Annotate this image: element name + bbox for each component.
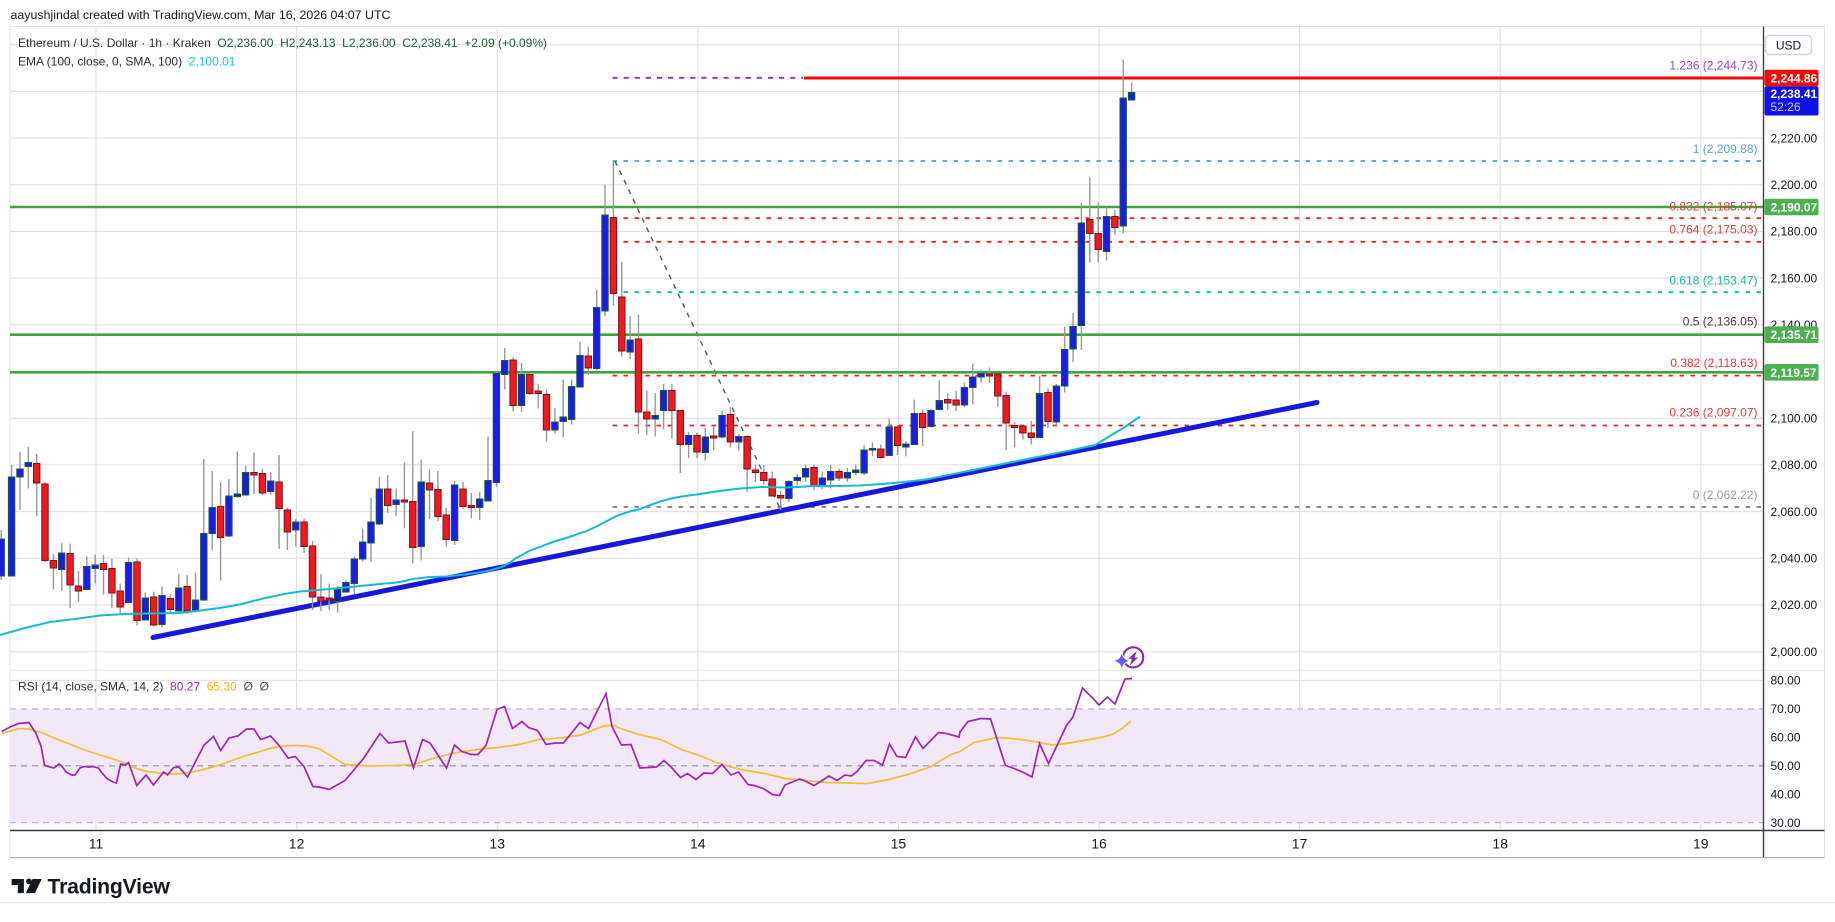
svg-text:2,119.57: 2,119.57: [1771, 366, 1817, 380]
svg-text:52:26: 52:26: [1771, 100, 1801, 114]
svg-text:12: 12: [289, 836, 305, 852]
svg-text:2,180.00: 2,180.00: [1771, 225, 1818, 239]
svg-text:2,020.00: 2,020.00: [1771, 598, 1818, 612]
svg-text:60.00: 60.00: [1771, 731, 1801, 745]
svg-text:2,244.86: 2,244.86: [1771, 72, 1818, 86]
svg-text:0.832 (2,185.07): 0.832 (2,185.07): [1669, 200, 1757, 214]
svg-text:50.00: 50.00: [1771, 759, 1801, 773]
svg-text:1.236 (2,244.73): 1.236 (2,244.73): [1669, 59, 1757, 73]
svg-text:11: 11: [89, 836, 104, 852]
svg-text:2,040.00: 2,040.00: [1771, 552, 1818, 566]
svg-text:2,220.00: 2,220.00: [1771, 131, 1818, 145]
svg-text:2,160.00: 2,160.00: [1771, 271, 1818, 285]
svg-text:16: 16: [1091, 836, 1107, 852]
svg-text:0.382 (2,118.63): 0.382 (2,118.63): [1670, 356, 1757, 370]
svg-text:13: 13: [489, 836, 505, 852]
svg-text:0.764 (2,175.03): 0.764 (2,175.03): [1669, 223, 1757, 237]
svg-text:14: 14: [690, 836, 706, 852]
svg-text:18: 18: [1492, 836, 1508, 852]
svg-text:1 (2,209.88): 1 (2,209.88): [1693, 142, 1758, 156]
svg-text:EMA (100, close, 0, SMA, 100): EMA (100, close, 0, SMA, 100) 2,100.01: [18, 55, 236, 69]
svg-text:USD: USD: [1776, 39, 1802, 53]
svg-text:0.236 (2,097.07): 0.236 (2,097.07): [1669, 406, 1757, 420]
svg-text:80.00: 80.00: [1771, 674, 1801, 688]
svg-text:2,080.00: 2,080.00: [1771, 458, 1818, 472]
svg-text:2,060.00: 2,060.00: [1771, 505, 1818, 519]
svg-text:RSI (14, close, SMA, 14, 2) 8: RSI (14, close, SMA, 14, 2) 80.27 65.30 …: [18, 680, 269, 694]
svg-text:15: 15: [891, 836, 907, 852]
svg-text:2,190.07: 2,190.07: [1771, 201, 1818, 215]
svg-text:TradingView: TradingView: [48, 875, 171, 898]
svg-text:70.00: 70.00: [1771, 702, 1801, 716]
svg-text:40.00: 40.00: [1771, 787, 1801, 801]
svg-text:0.5 (2,136.05): 0.5 (2,136.05): [1683, 315, 1758, 329]
svg-text:0.618 (2,153.47): 0.618 (2,153.47): [1669, 274, 1757, 288]
svg-text:2,200.00: 2,200.00: [1771, 178, 1818, 192]
svg-text:2,100.00: 2,100.00: [1771, 411, 1818, 425]
svg-text:0 (2,062.22): 0 (2,062.22): [1693, 488, 1758, 502]
svg-text:17: 17: [1292, 836, 1308, 852]
svg-text:Ethereum / U.S. Dollar · 1h ·: Ethereum / U.S. Dollar · 1h · Kraken O2,…: [18, 36, 547, 50]
svg-text:2,000.00: 2,000.00: [1771, 645, 1818, 659]
svg-text:2,135.71: 2,135.71: [1771, 328, 1818, 342]
svg-text:19: 19: [1693, 836, 1709, 852]
svg-text:30.00: 30.00: [1771, 816, 1801, 830]
svg-text:aayushjindal created with Trad: aayushjindal created with TradingView.co…: [11, 8, 391, 22]
svg-text:2,238.41: 2,238.41: [1771, 87, 1818, 101]
